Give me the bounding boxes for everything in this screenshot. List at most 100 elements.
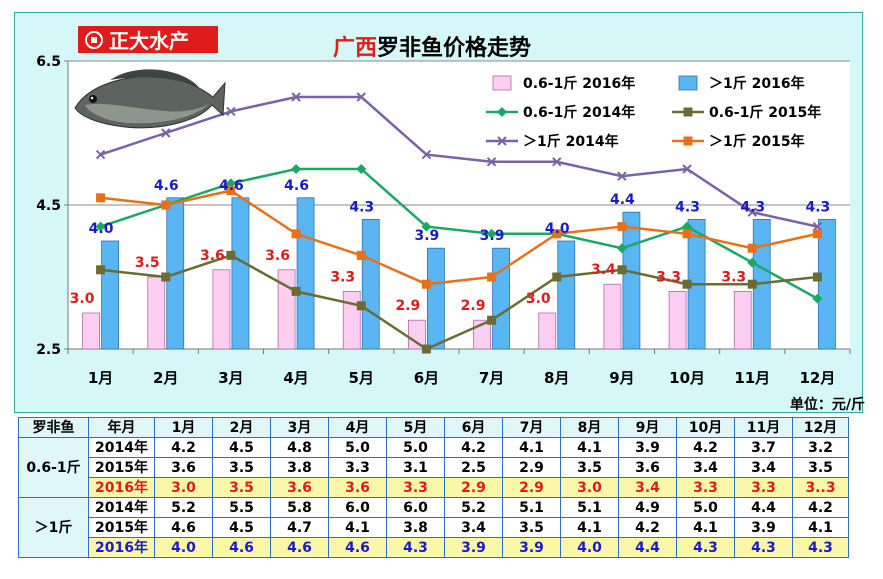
fish-icon	[74, 69, 226, 129]
table-row: 2015年 3.6 3.5 3.8 3.3 3.1 2.5 2.9 3.5 3.6 3.4 3.4 3.…	[19, 457, 849, 478]
x-tick-label: 7月	[479, 369, 504, 387]
table-value-cell: 3.9	[502, 537, 561, 558]
table-value-cell: 3.5	[560, 457, 619, 478]
point-large-2014	[812, 221, 823, 232]
table-value-cell: 4.2	[444, 437, 503, 458]
table-group-cell: 0.6-1斤	[18, 437, 89, 498]
table-month-cell: 11月	[734, 417, 793, 438]
table-value-cell: 3.8	[386, 517, 445, 538]
table-month-cell: 12月	[792, 417, 849, 438]
bar-data-label: 4.3	[740, 199, 765, 215]
bar-data-label: 2.9	[461, 298, 486, 314]
y-tick-label: 4.5	[36, 198, 61, 214]
table-value-cell: 5.0	[328, 437, 387, 458]
bar-data-label: 4.0	[89, 221, 114, 237]
point-large-2014	[95, 149, 106, 160]
series-line-large-2015	[100, 189, 818, 286]
point-small-2015	[552, 272, 562, 282]
point-large-2015	[487, 272, 497, 282]
point-large-2015	[226, 186, 236, 196]
table-value-cell: 4.1	[676, 517, 735, 538]
point-small-2014	[95, 221, 106, 232]
table-value-cell: 2.9	[444, 477, 503, 498]
table-corner-cell: 罗非鱼	[18, 417, 89, 438]
table-month-cell: 2月	[212, 417, 271, 438]
x-tick-label: 8月	[544, 369, 569, 387]
table-value-cell: 4.2	[154, 437, 213, 458]
bar-small-2016	[668, 290, 687, 350]
table-value-cell: 4.1	[560, 437, 619, 458]
bar-large-2016	[622, 211, 641, 350]
point-small-2014	[225, 178, 236, 189]
bar-small-2016	[538, 312, 557, 350]
bar-large-2016	[296, 197, 315, 350]
table-row: 2016年 4.0 4.6 4.6 4.6 4.3 3.9 3.9 4.0 4.4 4.3 4.3 4.…	[19, 537, 849, 558]
unit-label: 单位：元/斤	[789, 397, 865, 413]
bar-data-label: 3.6	[200, 248, 225, 264]
bar-data-label: 3.9	[415, 228, 440, 244]
bar-data-label: 3.9	[480, 228, 505, 244]
bar-data-label: 4.6	[154, 178, 179, 194]
point-large-2014	[226, 106, 236, 117]
bar-large-2016	[427, 247, 445, 350]
point-large-2014	[617, 171, 627, 181]
table-value-cell: 3.4	[618, 477, 677, 498]
table-value-cell: 4.3	[676, 537, 735, 558]
series-line-large-2014	[100, 95, 818, 228]
table-value-cell: 3.5	[502, 517, 561, 538]
table-value-cell: 6.0	[386, 497, 445, 518]
bar-data-label: 3.3	[330, 269, 355, 285]
table-value-cell: 4.3	[386, 537, 445, 558]
legend-label: 0.6-1斤 2015年	[709, 104, 821, 121]
point-large-2015	[291, 229, 301, 239]
bar-data-label: 4.3	[675, 199, 700, 215]
x-tick-label: 2月	[153, 369, 178, 387]
table-month-cell: 5月	[386, 417, 445, 438]
bar-data-label: 3.3	[656, 269, 681, 285]
table-value-cell: 3.7	[734, 437, 793, 458]
table-value-cell: 3.5	[212, 477, 271, 498]
point-large-2014	[486, 157, 497, 167]
table-value-cell: 2.5	[444, 457, 503, 478]
chart-title: 广西罗非鱼价格走势	[333, 30, 531, 62]
table-value-cell: 3..3	[792, 477, 849, 498]
table-year-cell: 2016年	[88, 537, 155, 558]
series-line-small-2015	[100, 254, 818, 351]
table-value-cell: 2.9	[502, 477, 561, 498]
table-value-cell: 4.5	[212, 437, 271, 458]
bar-large-2016	[557, 240, 576, 350]
table-value-cell: 5.2	[444, 497, 503, 518]
table-value-cell: 4.0	[560, 537, 619, 558]
table-value-cell: 4.1	[792, 517, 849, 538]
table-month-cell: 8月	[560, 417, 619, 438]
table-value-cell: 3.4	[676, 457, 735, 478]
point-large-2015	[747, 243, 757, 253]
bar-data-label: 3.6	[265, 248, 290, 264]
brand-name: 正大水产	[109, 29, 189, 53]
table-value-cell: 4.0	[154, 537, 213, 558]
table-value-cell: 6.0	[328, 497, 387, 518]
table-month-header: 年月	[88, 417, 155, 438]
point-small-2014	[356, 164, 367, 174]
bar-large-2016	[361, 218, 380, 350]
table-value-cell: 5.8	[270, 497, 329, 518]
x-tick-label: 3月	[218, 369, 243, 387]
table-group-cell: ＞1斤	[18, 497, 89, 558]
point-small-2015	[812, 272, 822, 282]
table-value-cell: 4.6	[212, 537, 271, 558]
bar-data-label: 4.6	[284, 178, 309, 194]
bar-small-2016	[342, 290, 361, 350]
point-small-2015	[356, 301, 366, 311]
x-tick-label: 5月	[349, 369, 374, 387]
point-small-2015	[487, 315, 497, 325]
table-row: 2015年 4.6 4.5 4.7 4.1 3.8 3.4 3.5 4.1 4.2 4.1 3.9 4.…	[19, 517, 849, 538]
table-value-cell: 4.4	[618, 537, 677, 558]
table-value-cell: 3.9	[618, 437, 677, 458]
table-value-cell: 3.4	[734, 457, 793, 478]
price-table: 罗非鱼 年月 1月 2月 3月 4月 5月 6月 7月 8月 9月 10月 11月 12月 0.6-1斤 20…	[18, 417, 849, 558]
table-value-cell: 5.5	[212, 497, 271, 518]
point-small-2015	[291, 286, 301, 296]
table-month-cell: 10月	[676, 417, 735, 438]
legend-label: ＞1斤 2014年	[523, 133, 619, 150]
table-value-cell: 4.2	[676, 437, 735, 458]
